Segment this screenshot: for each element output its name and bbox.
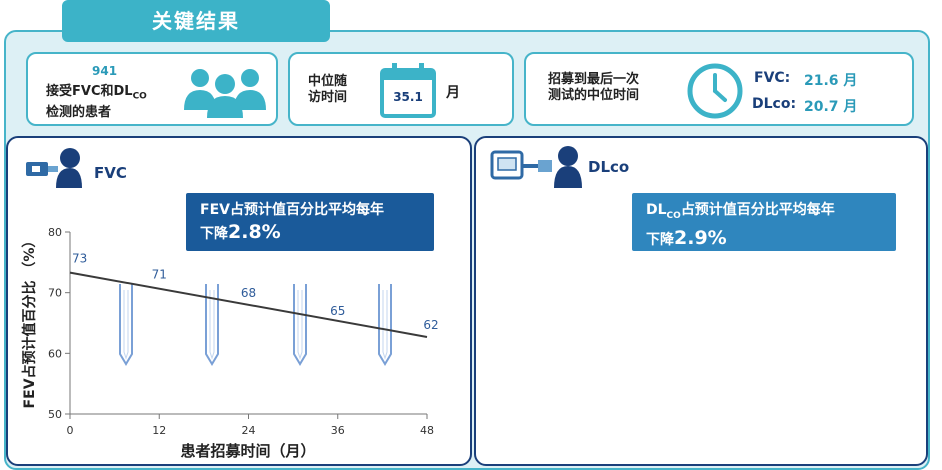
clock-icon [687, 63, 743, 119]
fvc-callout-line2-pre: 下降 [200, 226, 228, 242]
fvc-callout-line1: FEV占预计值百分比平均每年 [200, 202, 384, 218]
fvc-point-label: 68 [241, 286, 256, 300]
fvc-x-tick-label: 36 [331, 424, 345, 437]
recruit-label-line1: 招募到最后一次 [548, 72, 640, 87]
dlco-key: DLco: [752, 96, 797, 112]
fvc-x-axis-label: 患者招募时间（月） [180, 442, 315, 460]
fvc-point-label: 73 [72, 251, 87, 265]
followup-label-line2: 访时间 [308, 90, 348, 105]
fvc-trend-line [69, 271, 428, 338]
fvc-key: FVC: [754, 70, 791, 86]
fvc-sample-marker [378, 284, 392, 366]
fvc-point-label: 65 [330, 304, 345, 318]
fvc-y-tick-label: 70 [48, 287, 62, 300]
page-title: 关键结果 [62, 0, 330, 42]
fvc-y-tick-label: 60 [48, 347, 62, 360]
fvc-sample-marker-inner [382, 290, 388, 360]
fvc-sample-marker-inner [209, 290, 215, 360]
dlco-callout-line2-pre: 下降 [646, 231, 674, 248]
fvc-sample-marker [119, 284, 133, 366]
fvc-sample-marker-inner [297, 290, 303, 360]
diffusion-device-icon [490, 146, 582, 188]
spirometer-icon [26, 148, 82, 188]
fvc-sample-marker [205, 284, 219, 366]
fvc-x-tick-label: 24 [242, 424, 256, 437]
fvc-point-label: 62 [423, 318, 438, 332]
fvc-y-tick-label: 50 [48, 408, 62, 421]
fvc-sample-marker-inner [123, 290, 129, 360]
people-icon [184, 69, 266, 118]
patients-label-line2: 检测的患者 [46, 104, 112, 120]
fvc-callout-line2-big: 2.8% [228, 221, 281, 243]
dlco-value: 20.7 月 [804, 99, 858, 115]
recruit-label-line2: 测试的中位时间 [548, 88, 640, 103]
patients-card: 941 接受FVC和DLCO 检测的患者 [26, 52, 278, 126]
fvc-x-tick-label: 12 [152, 424, 166, 437]
fvc-x-tick-label: 48 [420, 424, 434, 437]
recruit-card: 招募到最后一次 测试的中位时间 FVC: 21.6 月 DLco: 20.7 月 [524, 52, 914, 126]
dlco-callout-dl: DL [646, 202, 667, 218]
patients-count: 941 [92, 64, 118, 78]
fvc-x-tick-label: 0 [67, 424, 74, 437]
fvc-y-tick-label: 80 [48, 226, 62, 239]
patients-label-line1: 接受FVC和DL [46, 84, 133, 99]
recruit-label: 招募到最后一次 测试的中位时间 [548, 72, 639, 104]
dlco-heading: DLco [588, 158, 630, 176]
fvc-value: 21.6 月 [804, 73, 858, 89]
fvc-y-axis-label: FEV占预计值百分比 （%） [21, 234, 38, 409]
dlco-callout: DLCO占预计值百分比平均每年 下降2.9% [632, 193, 896, 251]
fvc-callout: FEV占预计值百分比平均每年 下降2.8% [186, 193, 434, 251]
followup-card: 中位随 访时间 35.1 月 [288, 52, 514, 126]
dlco-callout-sub: CO [666, 210, 681, 221]
dlco-panel [474, 136, 928, 466]
patients-label-sub: CO [132, 91, 147, 102]
fvc-heading: FVC [94, 164, 127, 182]
dlco-callout-line2-big: 2.9% [674, 226, 727, 249]
followup-value: 35.1 [393, 90, 423, 104]
followup-label-line1: 中位随 [308, 74, 348, 89]
fvc-point-label: 71 [152, 268, 167, 282]
patients-label: 接受FVC和DLCO 检测的患者 [46, 84, 147, 121]
dlco-callout-line1-rest: 占预计值百分比平均每年 [680, 202, 835, 218]
calendar-icon [380, 63, 436, 118]
followup-label: 中位随 访时间 [308, 74, 347, 106]
followup-unit: 月 [446, 85, 460, 101]
fvc-sample-marker [293, 284, 307, 366]
